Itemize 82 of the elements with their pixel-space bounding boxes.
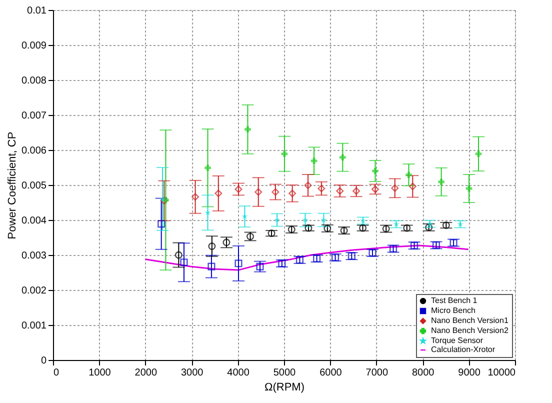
point <box>390 244 398 252</box>
y-tick-label: 0.004 <box>21 216 47 226</box>
point <box>408 182 416 190</box>
point <box>324 224 332 232</box>
point <box>372 168 378 174</box>
point <box>304 182 312 190</box>
x-tick-label: 6000 <box>320 368 342 378</box>
x-tick-label: 7000 <box>366 368 388 378</box>
point <box>246 232 254 240</box>
y-tick-label: 0.003 <box>21 250 47 262</box>
point <box>158 220 166 228</box>
point <box>288 226 296 234</box>
legend-label: Nano Bench Version2 <box>431 326 509 335</box>
legend-label: Test Bench 1 <box>431 296 478 305</box>
y-axis-title: Power Coefficient, CP <box>6 132 18 240</box>
point <box>352 187 360 195</box>
point <box>368 249 376 257</box>
point <box>403 224 411 232</box>
point <box>304 224 312 232</box>
point <box>296 256 304 264</box>
point <box>359 224 367 232</box>
point <box>174 251 182 259</box>
y-tick-label: 0.005 <box>21 180 47 192</box>
point <box>254 188 262 196</box>
point <box>348 252 356 260</box>
point <box>425 224 433 232</box>
point <box>214 190 222 198</box>
legend-label: Micro Bench <box>431 306 476 315</box>
x-tick-label: 1000 <box>88 368 112 378</box>
point <box>234 185 242 193</box>
x-tick-label: 3000 <box>180 368 204 378</box>
y-tick-label: 0.01 <box>27 6 47 16</box>
point <box>432 241 440 249</box>
legend-label: Calculation-Xrotor <box>431 345 496 354</box>
x-tick-label: 8000 <box>412 368 435 378</box>
point <box>336 187 344 195</box>
y-tick-label: 0.006 <box>21 146 47 156</box>
point <box>204 164 211 172</box>
point <box>160 196 168 205</box>
point <box>244 126 251 133</box>
point <box>466 185 472 192</box>
point <box>208 242 216 250</box>
point <box>442 221 450 230</box>
point <box>192 193 200 201</box>
y-tick-label: 0.001 <box>21 320 47 332</box>
y-tick-label: 0.008 <box>21 76 47 86</box>
point <box>382 224 390 233</box>
point <box>208 262 216 270</box>
point <box>288 190 296 198</box>
point <box>313 254 321 262</box>
y-tick-label: 0.002 <box>21 286 47 296</box>
point <box>340 226 348 234</box>
legend-label: Nano Bench Version1 <box>431 316 509 325</box>
y-tick-label: 0.007 <box>21 110 47 122</box>
y-tick-label: 0 <box>40 356 47 366</box>
point <box>475 150 482 158</box>
x-tick-label: 2000 <box>134 368 158 378</box>
x-tick-label: 0 <box>54 368 60 378</box>
point <box>410 242 418 250</box>
point <box>391 184 399 192</box>
point <box>332 254 340 262</box>
point <box>222 238 230 246</box>
point <box>450 238 458 247</box>
x-axis-title: Ω(RPM) <box>264 382 304 394</box>
point <box>268 230 276 238</box>
x-tick-label: 9000 <box>458 368 481 378</box>
point <box>278 260 286 268</box>
point <box>340 154 346 161</box>
x-tick-label: 5000 <box>273 368 296 378</box>
point <box>180 258 188 266</box>
point <box>272 188 280 196</box>
x-tick-label: 4000 <box>227 368 250 378</box>
point <box>310 158 318 164</box>
y-tick-label: 0.009 <box>21 40 47 52</box>
point <box>318 184 326 192</box>
point <box>256 262 264 270</box>
point <box>281 150 288 158</box>
x-tick-label: 10000 <box>488 368 516 378</box>
point <box>406 172 412 178</box>
legend-label: Torque Sensor <box>431 336 484 345</box>
point <box>438 178 444 186</box>
point <box>234 260 242 268</box>
